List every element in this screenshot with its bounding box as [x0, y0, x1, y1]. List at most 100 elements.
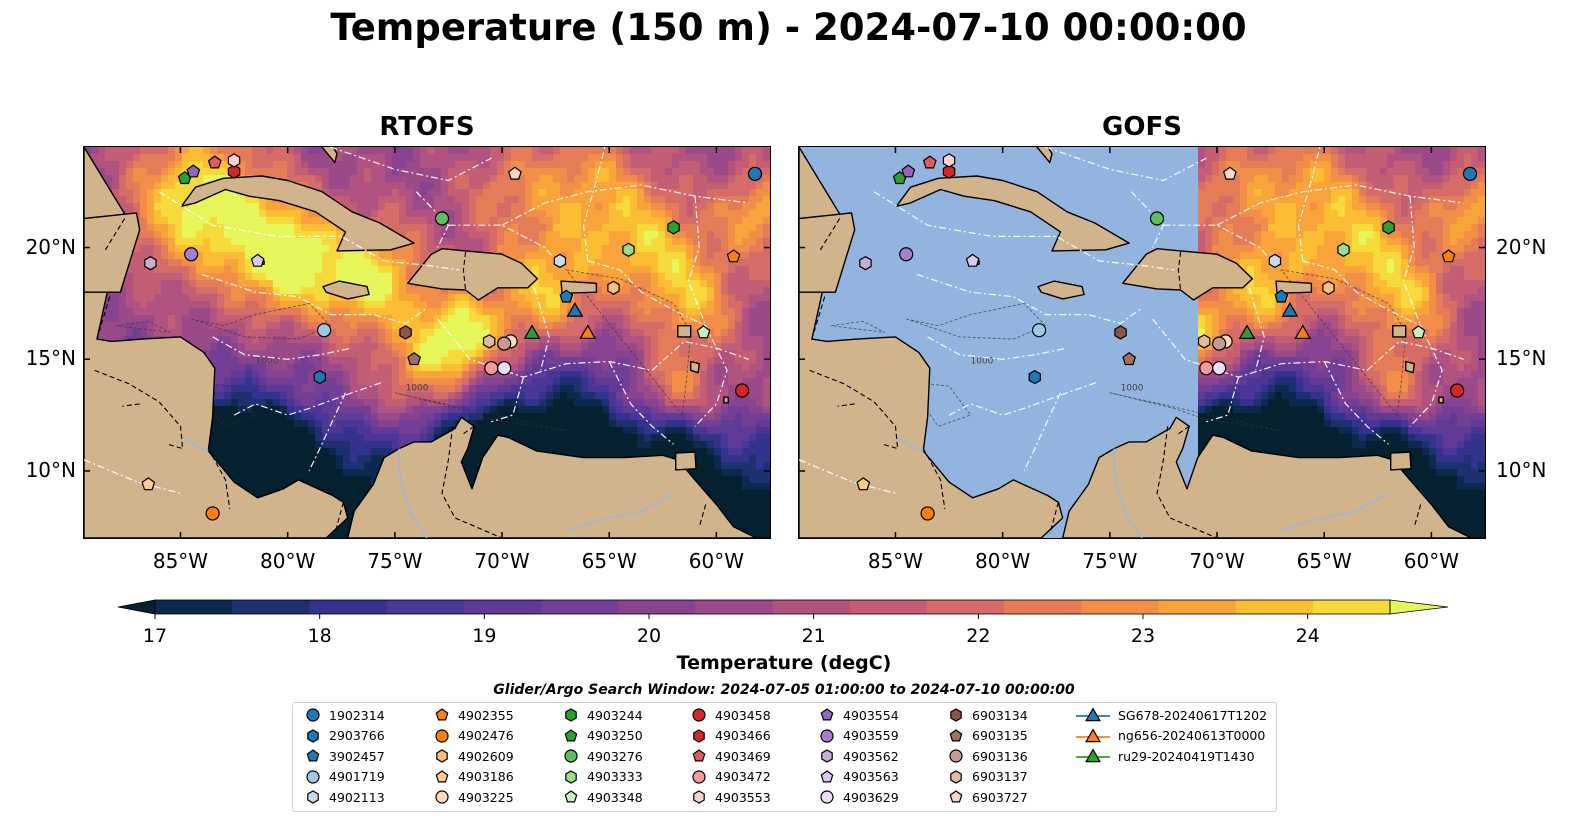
colorbar-segment [232, 600, 310, 614]
legend-label: 6903134 [972, 707, 1028, 723]
tick-marks [799, 147, 1485, 538]
float-4903466 [227, 164, 241, 179]
float-4903629 [1212, 361, 1227, 376]
float-6903727 [507, 166, 522, 180]
rtofs-map-panel[interactable]: 1000 1000 [83, 146, 771, 539]
colorbar-segment [618, 600, 696, 614]
float-6903137 [1197, 334, 1211, 349]
legend-marker-icon [435, 769, 449, 782]
isobath-line [116, 320, 171, 333]
float-4903333 [1337, 242, 1350, 257]
float-4902609 [607, 280, 620, 295]
land-barbados [1438, 396, 1444, 404]
float-4903563 [250, 253, 265, 267]
legend-marker-icon [820, 769, 834, 782]
river [897, 436, 924, 452]
glider-ng656 [1294, 324, 1312, 339]
legend-label: 4903348 [587, 789, 643, 805]
float-4903469 [207, 155, 222, 169]
country-border [122, 403, 140, 407]
eez-line [799, 459, 896, 494]
float-4903458 [735, 383, 750, 398]
search-window-text: Glider/Argo Search Window: 2024-07-05 01… [493, 682, 1075, 698]
legend-item: 4903563 [819, 769, 899, 785]
legend-label: 4903244 [587, 707, 643, 723]
country-border [94, 369, 184, 450]
legend-marker-icon [564, 749, 578, 763]
isobath-label: 1000 [256, 357, 279, 367]
colorbar-tick-label: 18 [308, 625, 332, 647]
colorbar-extend-min [117, 599, 156, 615]
eez-line [1045, 147, 1207, 182]
lon-tick-label: 70°W [1189, 549, 1245, 573]
land-central-america [799, 147, 1064, 538]
colorbar-segment [309, 600, 388, 614]
lon-tick-label: 65°W [1296, 549, 1352, 573]
legend-label: 6903136 [972, 748, 1028, 764]
eez-line [415, 191, 450, 248]
legend-item: 4903225 [434, 789, 514, 805]
lat-tick-label-right: 10°N [1496, 457, 1547, 482]
land-central-america [84, 147, 349, 538]
colorbar-segment [540, 600, 619, 614]
glider-ng656 [579, 324, 597, 339]
float-4903186 [856, 477, 871, 491]
legend-label: 4903466 [715, 728, 771, 743]
eez-line [687, 196, 707, 326]
colorbar: 17 18 19 20 21 22 23 24 [117, 599, 1449, 647]
legend-label: 2903766 [329, 728, 385, 743]
land-south-america [1062, 416, 1485, 538]
legend-marker-icon [950, 708, 962, 722]
legend-label: 4901719 [329, 769, 385, 784]
float-4902113 [1268, 253, 1282, 269]
colorbar-outline [154, 599, 1391, 615]
legend-item: 3902457 [305, 748, 385, 764]
land-puerto-rico [1275, 280, 1313, 294]
colorbar-tick-label: 21 [802, 625, 826, 647]
legend-label: 4903276 [587, 748, 643, 764]
colorbar-extend-max [1389, 599, 1449, 615]
eez-line [201, 273, 428, 325]
lon-tick-label: 70°W [474, 549, 530, 573]
gliders [1238, 302, 1312, 339]
legend-item: 4903348 [563, 789, 643, 805]
float-4902476 [920, 506, 935, 521]
land-martinique [1405, 360, 1415, 374]
lat-tick-label-right: 20°N [1496, 234, 1547, 259]
country-border [462, 251, 467, 291]
legend-item: 4903466 [691, 728, 771, 744]
legend-item: 6903134 [948, 707, 1028, 723]
legend-label: 4903553 [715, 789, 771, 805]
eez-line [308, 392, 347, 472]
land-yucatan [799, 212, 856, 293]
land-puerto-rico [560, 280, 598, 294]
float-4903563 [965, 253, 980, 267]
eez-line [84, 459, 181, 494]
legend-label: 4902113 [329, 789, 385, 805]
eez-line [694, 325, 728, 427]
legend-marker-icon [564, 790, 578, 803]
legend-marker-icon [692, 749, 706, 762]
legend-item: 6903135 [948, 728, 1028, 744]
gliders [523, 302, 597, 339]
land-jamaica [1037, 280, 1085, 300]
legend-marker-icon [949, 728, 963, 741]
colorbar-segment [1004, 600, 1082, 614]
gofs-map-panel[interactable]: 1000 1000 [798, 146, 1486, 539]
land-jamaica [322, 280, 370, 300]
eez-line [330, 147, 492, 182]
legend-item: 4903276 [563, 748, 643, 764]
legend-marker-icon [950, 769, 962, 784]
lon-tick-label: 85°W [867, 549, 924, 573]
land-guadeloupe [677, 325, 692, 338]
float-4903469 [922, 155, 937, 169]
float-4901719 [317, 323, 332, 338]
land-yucatan [84, 212, 141, 293]
legend-item: 4902355 [434, 707, 514, 723]
panel-title-gofs: GOFS [1102, 112, 1182, 142]
land-south-america [347, 416, 770, 538]
lon-tick-label: 65°W [581, 549, 637, 573]
legend-label: 1902314 [329, 707, 385, 723]
legend-marker-icon [949, 749, 963, 763]
country-border [334, 502, 344, 534]
